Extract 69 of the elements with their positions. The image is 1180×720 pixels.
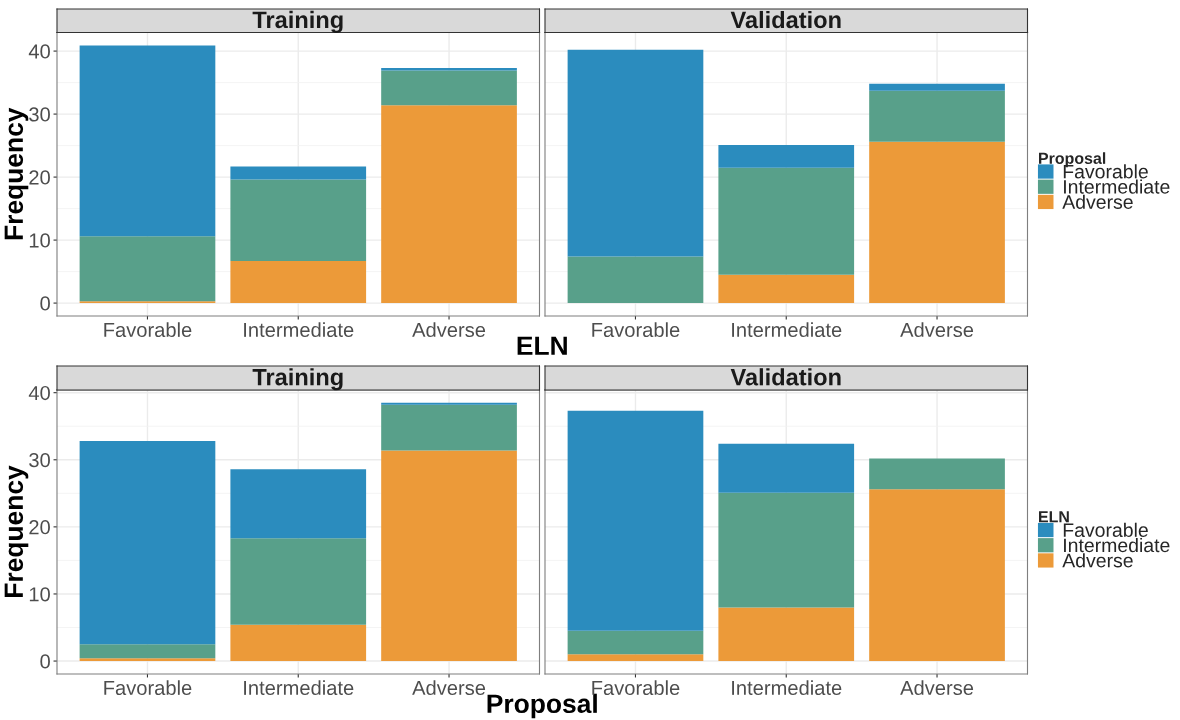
y-tick-label: 10 [29,233,50,248]
bar [230,166,367,180]
bar [718,607,855,662]
bar [718,167,855,275]
bar [869,90,1005,142]
legend-label: Intermediate [1064,179,1170,194]
legend-label: Adverse [1062,194,1133,209]
x-tick-label: Adverse [412,680,486,696]
y-tick-label: 40 [28,44,50,59]
y-tick-label: 30 [29,453,50,468]
y-tick-label: 10 [29,587,50,602]
chart-title: Validation [730,368,841,386]
x-tick-label: Intermediate [732,322,842,338]
x-tick-label: Adverse [900,322,974,338]
bar [381,402,517,405]
bar [381,70,517,106]
bar [869,141,1005,304]
bar [718,443,855,493]
bar [230,260,367,304]
bar [567,256,704,304]
bar [230,179,367,261]
bar [79,45,216,237]
bar [567,410,704,631]
bar [230,469,367,539]
x-tick-label: Favorable [592,322,680,338]
legend-label: Favorable [1063,522,1148,537]
bar [230,538,367,625]
bar [869,83,1005,91]
chart-title: Training [252,368,343,391]
bar [79,644,216,659]
bar [230,624,367,662]
x-tick-label: Intermediate [244,680,354,696]
bar [869,489,1005,662]
bar [79,236,216,302]
bar [869,458,1005,490]
bar [381,404,517,451]
x-tick-label: Favorable [104,680,192,696]
legend-label: Adverse [1062,553,1133,568]
y-tick-label: 0 [40,296,50,311]
y-tick-label: 0 [40,654,50,669]
x-tick-label: Adverse [412,322,486,338]
bar [567,49,704,257]
y-axis-title: Frequency [4,465,29,597]
x-tick-label: Favorable [592,680,680,696]
bar [381,105,517,304]
x-tick-label: Favorable [104,322,192,338]
bar [718,274,855,304]
y-tick-label: 40 [28,385,50,401]
x-axis-title: ELN [517,336,567,355]
x-axis-title: Proposal [487,693,597,719]
bar [79,440,216,645]
y-tick-label: 20 [29,170,50,185]
bar [567,654,704,662]
y-axis-title: Frequency [4,107,29,240]
bar [79,658,216,662]
x-tick-label: Intermediate [244,322,354,338]
legend-label: Intermediate [1064,537,1170,553]
chart-title: Validation [730,10,841,29]
y-tick-label: 20 [29,520,50,535]
bar [718,492,855,608]
bar [718,144,855,168]
bar [567,630,704,655]
y-tick-label: 30 [29,107,50,122]
bar [381,450,517,662]
x-tick-label: Intermediate [732,680,842,696]
bar [381,68,517,71]
x-tick-label: Adverse [900,680,974,696]
chart-title: Training [252,10,343,33]
legend-title: ELN [1039,511,1069,523]
